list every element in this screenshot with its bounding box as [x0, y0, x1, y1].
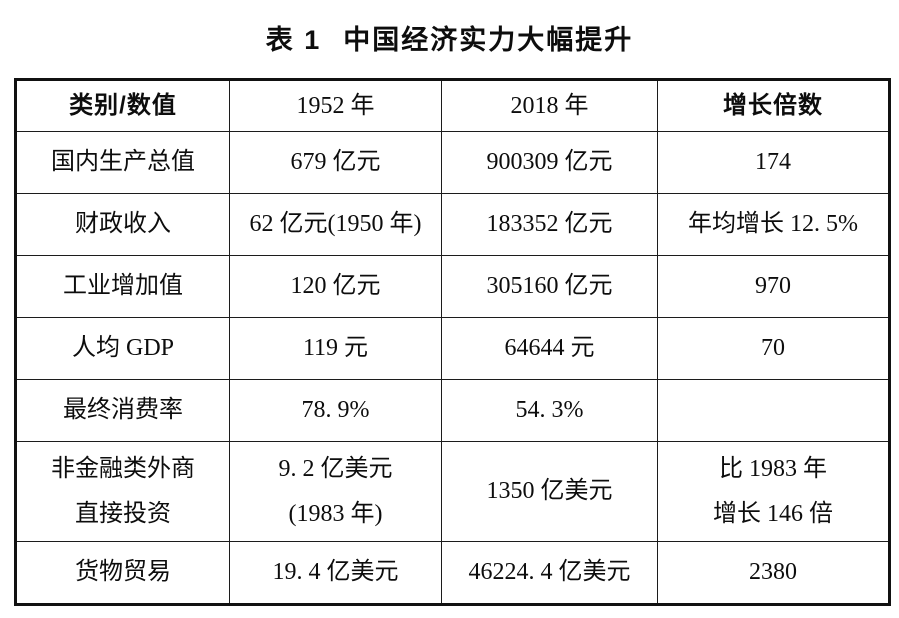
cell-growth: 比 1983 年 增长 146 倍 — [657, 441, 890, 542]
cell-2018: 64644 元 — [441, 317, 658, 380]
row-fiscal-revenue: 财政收入 62 亿元(1950 年) 183352 亿元 年均增长 12. 5% — [15, 193, 890, 256]
cell-2018: 305160 亿元 — [441, 255, 658, 318]
cell-growth — [657, 379, 890, 442]
cell-2018: 183352 亿元 — [441, 193, 658, 256]
cell-1952: 19. 4 亿美元 — [229, 541, 442, 605]
cell-category: 财政收入 — [15, 193, 230, 256]
cell-category: 人均 GDP — [15, 317, 230, 380]
cell-category: 工业增加值 — [15, 255, 230, 318]
cell-1952: 119 元 — [229, 317, 442, 380]
cell-growth: 2380 — [657, 541, 890, 605]
cell-category: 非金融类外商 直接投资 — [15, 441, 230, 542]
cell-category: 货物贸易 — [15, 541, 230, 605]
cell-2018: 900309 亿元 — [441, 131, 658, 194]
row-nonfinancial-fdi: 非金融类外商 直接投资 9. 2 亿美元 (1983 年) 1350 亿美元 比… — [15, 441, 890, 542]
economy-table: 类别/数值 1952 年 2018 年 增长倍数 国内生产总值 679 亿元 9… — [14, 78, 891, 606]
cell-1952: 679 亿元 — [229, 131, 442, 194]
cell-growth: 70 — [657, 317, 890, 380]
row-goods-trade: 货物贸易 19. 4 亿美元 46224. 4 亿美元 2380 — [15, 541, 890, 605]
cell-category: 最终消费率 — [15, 379, 230, 442]
cell-1952: 9. 2 亿美元 (1983 年) — [229, 441, 442, 542]
table-number-label: 表 1 — [265, 25, 322, 55]
cell-2018: 46224. 4 亿美元 — [441, 541, 658, 605]
cell-growth: 174 — [657, 131, 890, 194]
row-final-consumption-rate: 最终消费率 78. 9% 54. 3% — [15, 379, 890, 442]
row-industrial-added-value: 工业增加值 120 亿元 305160 亿元 970 — [15, 255, 890, 318]
cell-1952: 120 亿元 — [229, 255, 442, 318]
header-growth-multiple: 增长倍数 — [657, 79, 890, 132]
cell-growth: 970 — [657, 255, 890, 318]
cell-2018: 54. 3% — [441, 379, 658, 442]
table-title: 表 1 中国经济实力大幅提升 — [0, 18, 899, 57]
cell-1952: 62 亿元(1950 年) — [229, 193, 442, 256]
header-category: 类别/数值 — [15, 79, 230, 132]
header-row: 类别/数值 1952 年 2018 年 增长倍数 — [15, 79, 890, 132]
cell-category: 国内生产总值 — [15, 131, 230, 194]
table-title-text: 中国经济实力大幅提升 — [343, 25, 634, 55]
header-2018: 2018 年 — [441, 79, 658, 132]
row-gdp: 国内生产总值 679 亿元 900309 亿元 174 — [15, 131, 890, 194]
cell-1952: 78. 9% — [229, 379, 442, 442]
cell-growth: 年均增长 12. 5% — [657, 193, 890, 256]
header-1952: 1952 年 — [229, 79, 442, 132]
cell-2018: 1350 亿美元 — [441, 441, 658, 542]
row-per-capita-gdp: 人均 GDP 119 元 64644 元 70 — [15, 317, 890, 380]
